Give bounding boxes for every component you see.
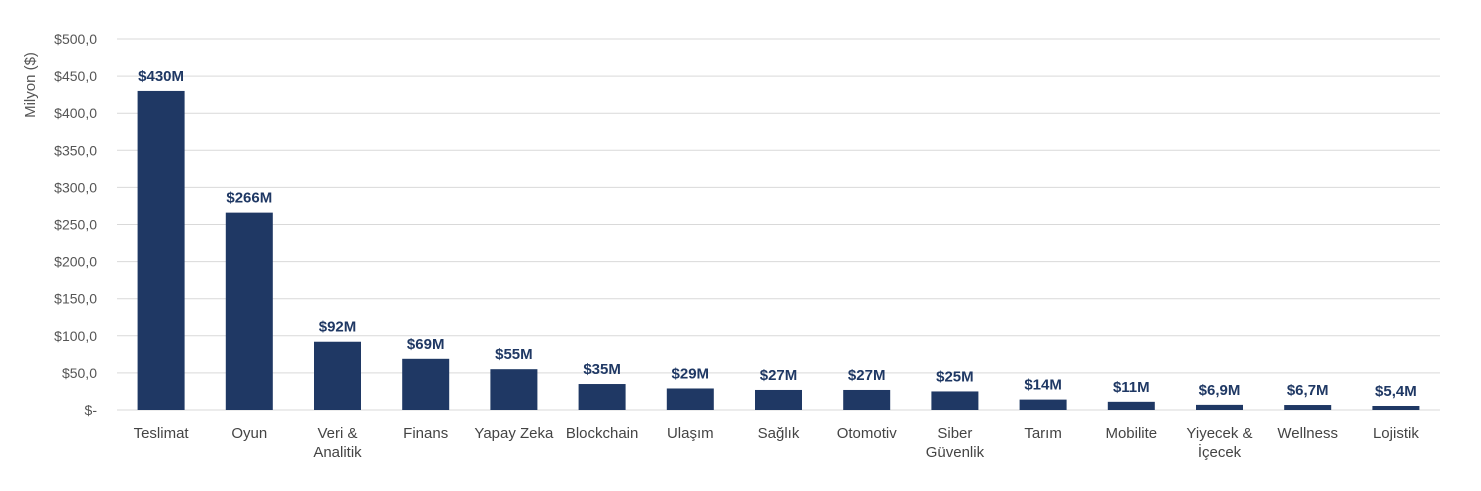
data-label: $25M [936, 368, 974, 385]
data-label: $11M [1113, 379, 1150, 396]
y-tick-label: $150,0 [54, 291, 97, 307]
data-label: $6,7M [1287, 382, 1329, 399]
bar [490, 369, 538, 410]
data-label: $6,9M [1199, 382, 1241, 399]
category-label: Yapay Zeka [474, 425, 554, 442]
category-label: Güvenlik [926, 444, 985, 461]
data-label: $29M [672, 365, 710, 382]
data-label: $5,4M [1375, 383, 1417, 400]
category-label: Wellness [1277, 425, 1338, 442]
category-label: Lojistik [1373, 425, 1419, 442]
category-label: Oyun [231, 425, 267, 442]
y-tick-label: $50,0 [62, 365, 97, 381]
x-axis-labels: Teslimat Oyun Veri & Analitik Finans Yapay Ze… [134, 425, 1420, 461]
bar [314, 341, 361, 410]
bar [931, 391, 979, 410]
y-tick-label: $- [85, 402, 98, 418]
y-tick-label: $400,0 [54, 105, 97, 121]
bar [137, 90, 185, 410]
y-axis-title: Milyon ($) [22, 52, 39, 118]
y-axis-ticks: $- $50,0 $100,0 $150,0 $200,0 $250,0 $300,0 $35… [54, 31, 97, 418]
data-labels: $430M $266M $92M $69M $55M $35M $29M $27M $27M $2… [138, 68, 1417, 400]
bar [755, 389, 802, 410]
data-label: $27M [848, 367, 886, 384]
category-label: Veri & [317, 425, 357, 442]
bar [1107, 401, 1155, 410]
data-label: $27M [760, 367, 798, 384]
data-label: $14M [1024, 377, 1062, 394]
bars [137, 90, 1420, 410]
y-tick-label: $500,0 [54, 31, 97, 47]
y-tick-label: $200,0 [54, 254, 97, 270]
category-label: İçecek [1198, 443, 1242, 461]
category-label: Analitik [313, 444, 362, 461]
y-tick-label: $450,0 [54, 68, 97, 84]
data-label: $69M [407, 336, 445, 353]
category-label: Ulaşım [667, 425, 714, 442]
bar [1019, 399, 1067, 410]
bar [666, 388, 714, 410]
bar [1196, 404, 1243, 410]
y-tick-label: $250,0 [54, 217, 97, 233]
bar [843, 389, 891, 410]
data-label: $35M [583, 361, 621, 378]
bar [225, 212, 273, 410]
data-label: $266M [226, 190, 272, 207]
category-label: Sağlık [758, 425, 800, 442]
y-tick-label: $350,0 [54, 142, 97, 158]
data-label: $92M [319, 319, 357, 336]
data-label: $55M [495, 346, 533, 363]
bar [1284, 405, 1332, 410]
y-tick-label: $300,0 [54, 179, 97, 195]
y-tick-label: $100,0 [54, 328, 97, 344]
category-label: Finans [403, 425, 448, 442]
category-label: Blockchain [566, 425, 639, 442]
data-label: $430M [138, 68, 184, 85]
category-label: Mobilite [1105, 425, 1157, 442]
category-label: Siber [937, 425, 972, 442]
bar [578, 384, 626, 410]
category-label: Otomotiv [837, 425, 898, 442]
category-label: Teslimat [134, 425, 190, 442]
bar [402, 358, 450, 410]
category-label: Yiyecek & [1186, 425, 1252, 442]
category-label: Tarım [1024, 425, 1062, 442]
bar [1372, 405, 1420, 410]
